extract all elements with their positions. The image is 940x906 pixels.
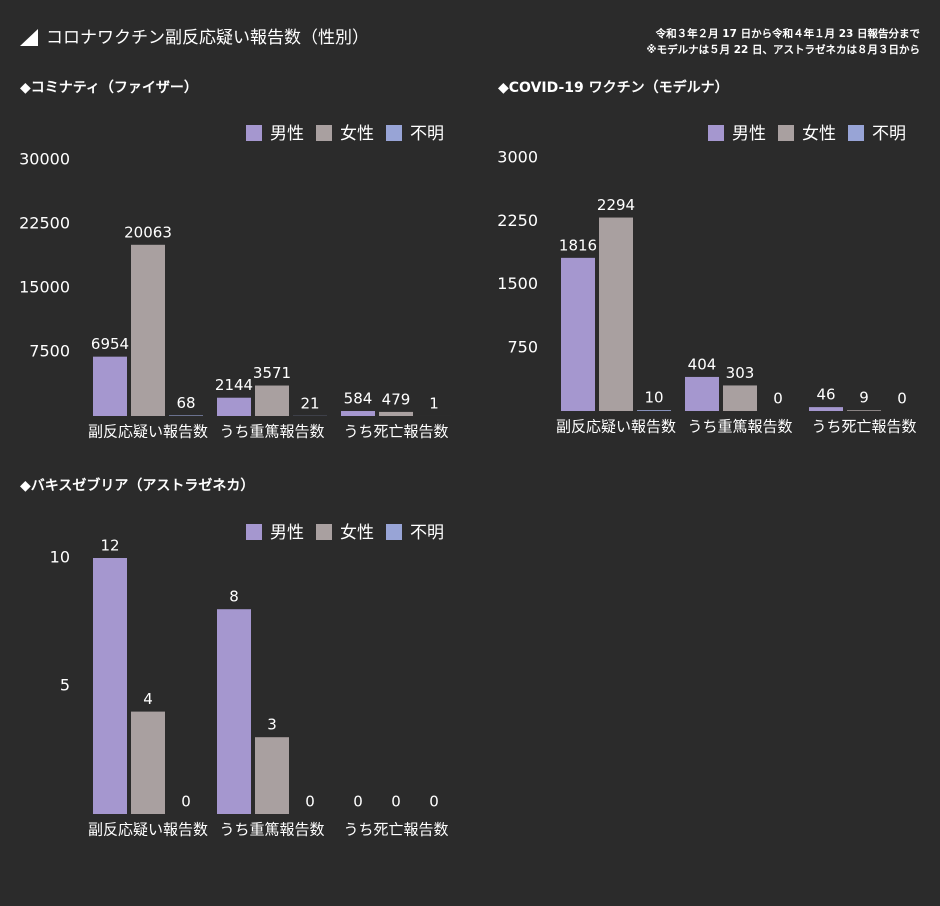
legend-label: 男性 [270,124,304,144]
value-label: 2294 [597,196,635,214]
bar [599,217,633,411]
y-tick-label: 30000 [19,150,70,169]
value-label: 404 [688,355,717,373]
x-tick-label: 副反応疑い報告数 [556,418,676,436]
legend-swatch [246,524,262,540]
bar [217,397,251,416]
value-label: 0 [897,390,907,408]
value-label: 20063 [124,223,172,241]
legend-label: 男性 [270,523,304,543]
y-tick-label: 3000 [497,148,538,167]
bar [131,711,165,814]
value-label: 68 [176,394,195,412]
legend-swatch [316,524,332,540]
value-label: 10 [644,389,663,407]
value-label: 479 [382,390,411,408]
legend-swatch [386,125,402,141]
legend-label: 不明 [410,124,444,144]
x-tick-label: うち死亡報告数 [811,418,916,436]
x-tick-label: 副反応疑い報告数 [88,821,208,839]
value-label: 9 [859,389,869,407]
value-label: 21 [300,394,319,412]
value-label: 0 [181,793,191,811]
bar [131,244,165,416]
bar [637,410,671,411]
value-label: 1816 [559,236,597,254]
note: 令和３年２月 17 日から令和４年１月 23 日報告分まで [655,27,921,40]
title-icon [20,29,38,46]
legend-swatch [386,524,402,540]
chart-title: ◆バキスゼブリア（アストラゼネカ） [20,477,254,494]
legend-label: 女性 [340,124,374,144]
x-tick-label: うち重篤報告数 [687,418,792,436]
value-label: 6954 [91,335,129,353]
bar [379,411,413,416]
y-tick-label: 22500 [19,214,70,233]
legend-swatch [778,125,794,141]
bar [217,609,251,814]
value-label: 584 [344,390,373,408]
legend-label: 女性 [340,523,374,543]
y-tick-label: 1500 [497,274,538,293]
value-label: 0 [305,793,315,811]
value-label: 0 [391,793,401,811]
bar [255,385,289,416]
legend-label: 不明 [410,523,444,543]
bar [93,356,127,416]
chart-title: ◆コミナティ（ファイザー） [20,80,198,96]
legend-swatch [316,125,332,141]
bar [847,410,881,411]
value-label: 3 [267,716,277,734]
y-tick-label: 15000 [19,278,70,297]
value-label: 1 [429,394,439,412]
value-label: 0 [353,793,363,811]
x-tick-label: うち死亡報告数 [343,423,448,441]
x-tick-label: うち重篤報告数 [219,821,324,839]
page-title: コロナワクチン副反応疑い報告数（性別） [46,28,369,48]
value-label: 46 [816,386,835,404]
chart-title: ◆COVID-19 ワクチン（モデルナ） [498,79,729,96]
y-tick-label: 10 [50,548,70,567]
value-label: 303 [726,364,755,382]
legend-swatch [246,125,262,141]
legend-label: 女性 [802,124,836,144]
y-tick-label: 7500 [29,342,70,361]
bar [255,737,289,814]
legend-label: 男性 [732,124,766,144]
bar [341,411,375,416]
value-label: 12 [100,537,119,555]
note: ※モデルナは５月 22 日、アストラゼネカは８月３日から [646,43,920,56]
legend-label: 不明 [872,124,906,144]
y-tick-label: 2250 [497,211,538,230]
value-label: 2144 [215,376,253,394]
legend-swatch [708,125,724,141]
bar [685,376,719,411]
bar [723,385,757,411]
x-tick-label: 副反応疑い報告数 [88,423,208,441]
value-label: 4 [143,690,153,708]
bar [93,558,127,814]
bar [809,407,843,411]
legend-swatch [848,125,864,141]
value-label: 0 [429,793,439,811]
x-tick-label: うち死亡報告数 [343,821,448,839]
y-tick-label: 750 [507,337,538,356]
value-label: 3571 [253,364,291,382]
value-label: 0 [773,390,783,408]
bar [169,415,203,416]
bar [561,257,595,411]
x-tick-label: うち重篤報告数 [219,423,324,441]
value-label: 8 [229,588,239,606]
y-tick-label: 5 [60,676,70,695]
